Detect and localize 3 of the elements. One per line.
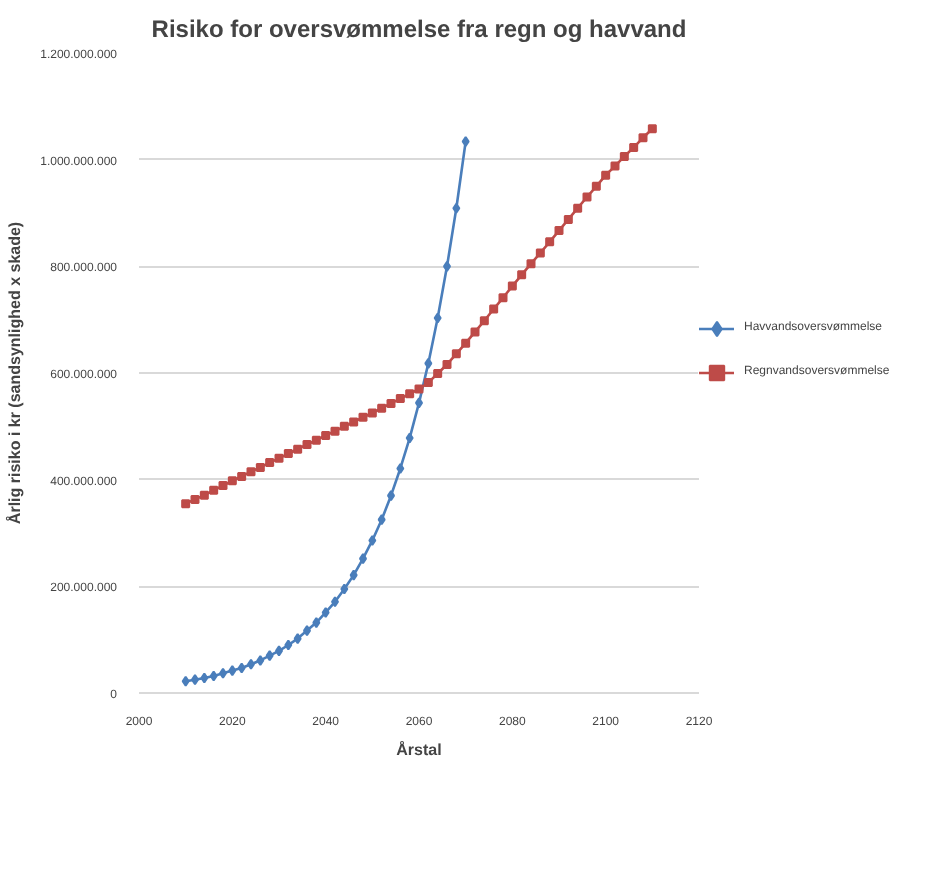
x-axis-title: Årstal — [396, 739, 442, 759]
chart-title: Risiko for oversvømmelse fra regn og havvand — [151, 15, 687, 43]
y-axis-title: Årlig risiko i kr (sandsynlighed x skade) — [4, 221, 25, 525]
